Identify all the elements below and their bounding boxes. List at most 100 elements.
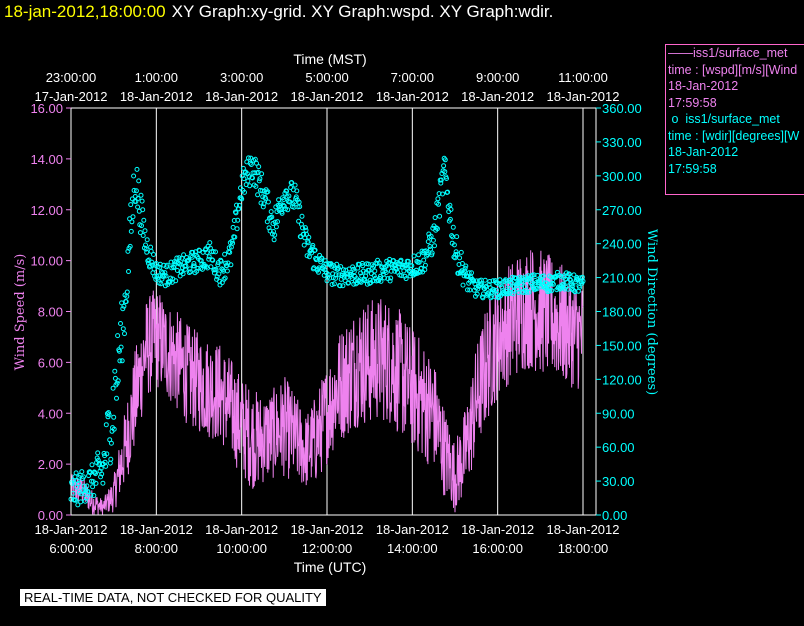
wdir-point: [79, 469, 85, 475]
wdir-point: [254, 160, 259, 166]
bottom-tick-date: 18-Jan-2012: [461, 522, 534, 537]
wdir-point: [119, 358, 125, 364]
wdir-point: [259, 171, 265, 177]
wdir-point: [541, 273, 547, 279]
wdir-point: [465, 287, 470, 293]
wdir-point: [221, 276, 227, 282]
wdir-point: [207, 240, 213, 246]
wdir-point: [403, 276, 409, 282]
y-right-axis-label: Wind Direction (degrees): [644, 229, 659, 395]
quality-disclaimer: REAL-TIME DATA, NOT CHECKED FOR QUALITY: [20, 589, 326, 606]
wdir-point: [245, 178, 251, 184]
top-tick-date: 18-Jan-2012: [376, 89, 449, 104]
wdir-point: [366, 267, 372, 273]
wdir-point: [106, 412, 112, 418]
bottom-tick-time: 8:00:00: [135, 541, 178, 556]
wdir-point: [297, 204, 303, 210]
wdir-point: [138, 192, 144, 198]
wdir-point: [272, 219, 278, 225]
wdir-point: [305, 240, 311, 246]
wdir-point: [572, 289, 578, 295]
wdir-point: [416, 259, 422, 265]
wdir-point: [173, 278, 179, 284]
bottom-tick-time: 14:00:00: [387, 541, 438, 556]
wdir-point: [427, 244, 433, 249]
wdir-point: [106, 410, 111, 416]
y-right-tick-label: 120.00: [602, 372, 642, 387]
y-left-axis-label: Wind Speed (m/s): [13, 254, 28, 371]
wdir-point: [471, 278, 477, 284]
wdir-point: [84, 483, 90, 489]
wdir-point: [101, 450, 107, 456]
wdir-point: [247, 183, 253, 189]
wdir-point: [110, 385, 116, 391]
wdir-point: [191, 263, 197, 269]
graph-title: 18-jan-2012,18:00:00 XY Graph:xy-grid. XY…: [4, 2, 553, 22]
wdir-point: [114, 380, 120, 386]
wdir-point: [467, 287, 473, 293]
wdir-point: [144, 237, 150, 243]
wdir-point: [531, 286, 536, 292]
wdir-point: [149, 259, 155, 265]
wdir-point: [159, 276, 165, 282]
wdir-point: [95, 450, 101, 456]
wdir-point: [306, 254, 312, 260]
wdir-point: [129, 219, 135, 225]
wdir-point: [75, 481, 81, 486]
wdir-point: [127, 243, 133, 249]
y-left-tick-label: 12.00: [30, 203, 63, 218]
wdir-point: [442, 157, 448, 163]
wdir-point: [549, 288, 555, 294]
wdir-point: [103, 463, 109, 469]
y-right-tick-label: 150.00: [602, 338, 642, 353]
wdir-point: [372, 268, 378, 274]
wdir-point: [180, 271, 186, 277]
wdir-point: [304, 253, 310, 259]
wdir-point: [115, 333, 121, 339]
wdir-point: [248, 162, 254, 167]
wdir-point: [402, 273, 408, 279]
wdir-point: [279, 210, 285, 216]
wdir-point: [141, 217, 147, 223]
wdir-point: [502, 291, 507, 297]
wdir-point: [486, 290, 492, 296]
wdir-point: [130, 214, 136, 220]
wdir-point: [546, 288, 552, 294]
wdir-point: [357, 278, 363, 284]
wdir-point: [416, 252, 422, 258]
wdir-point: [93, 471, 98, 477]
wdir-point: [246, 155, 251, 161]
bottom-tick-time: 6:00:00: [49, 541, 92, 556]
wdir-point: [358, 279, 364, 285]
wdir-point: [133, 188, 139, 194]
bottom-tick-date: 18-Jan-2012: [35, 522, 108, 537]
wdir-point: [168, 259, 174, 265]
wdir-point: [466, 270, 472, 276]
wdir-point: [388, 275, 394, 281]
wdir-point: [382, 275, 387, 281]
wdir-point: [303, 227, 309, 233]
wdir-point: [526, 289, 532, 295]
wdir-point: [269, 214, 275, 220]
wdir-point: [128, 202, 134, 208]
wdir-point: [535, 272, 540, 278]
wdir-point: [139, 198, 145, 204]
wdir-point: [360, 263, 366, 269]
wdir-point: [115, 378, 121, 384]
wdir-point: [387, 278, 393, 284]
wdir-point: [218, 258, 224, 264]
wdir-point: [163, 273, 169, 279]
top-tick-date: 18-Jan-2012: [547, 89, 620, 104]
wdir-point: [134, 166, 140, 172]
wdir-point: [257, 176, 263, 182]
wdir-point: [460, 282, 466, 288]
wdir-point: [398, 257, 404, 263]
wdir-point: [351, 269, 357, 275]
wdir-point: [475, 286, 481, 292]
bottom-tick-date: 18-Jan-2012: [120, 522, 193, 537]
wdir-point: [376, 260, 382, 266]
wdir-point: [534, 286, 540, 292]
wdir-point: [430, 237, 436, 243]
wdir-point: [323, 261, 329, 267]
wdir-point: [508, 279, 514, 285]
